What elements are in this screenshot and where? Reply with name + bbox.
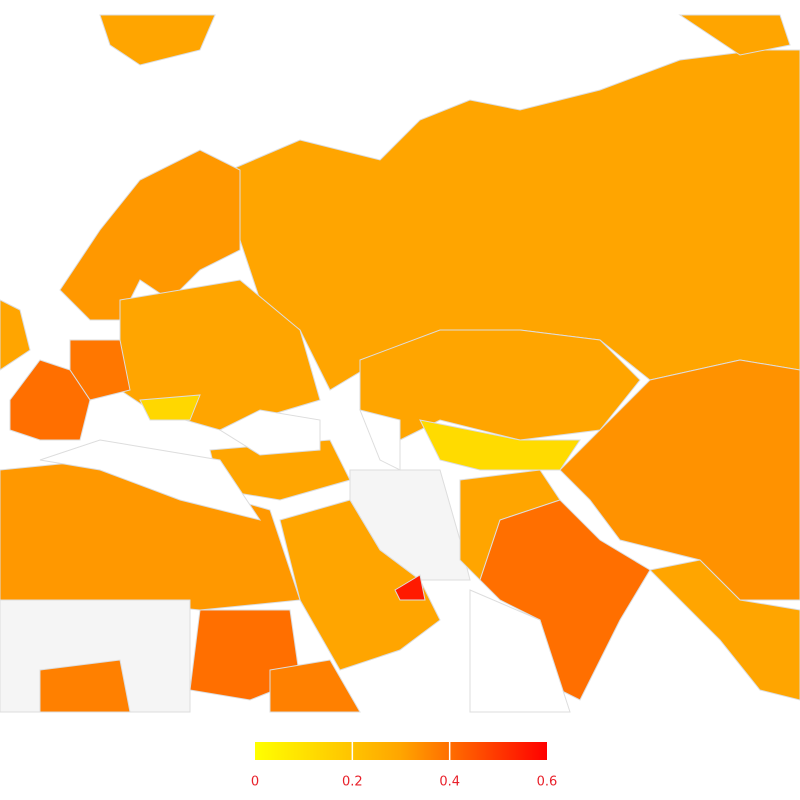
sea	[218, 409, 321, 456]
region	[0, 299, 31, 371]
tick-label: 0.4	[439, 775, 460, 790]
region	[139, 394, 201, 421]
region	[69, 339, 131, 401]
region	[394, 574, 426, 601]
region	[269, 659, 361, 713]
region	[678, 14, 791, 56]
legend: 0 0.2 0.4 0.6	[251, 742, 557, 790]
map	[0, 14, 800, 713]
sea	[39, 439, 262, 521]
colorbar	[255, 742, 547, 760]
region	[559, 359, 800, 601]
region	[479, 499, 651, 701]
tick-label: 0.6	[537, 775, 558, 790]
region	[359, 329, 641, 441]
region	[648, 559, 800, 701]
region	[59, 149, 241, 321]
region	[39, 659, 131, 713]
region	[279, 499, 441, 671]
region	[99, 14, 216, 66]
sea	[469, 589, 571, 713]
sea	[359, 409, 401, 471]
tick-label: 0	[251, 775, 259, 790]
tick-label: 0.2	[342, 775, 363, 790]
region	[9, 359, 91, 441]
